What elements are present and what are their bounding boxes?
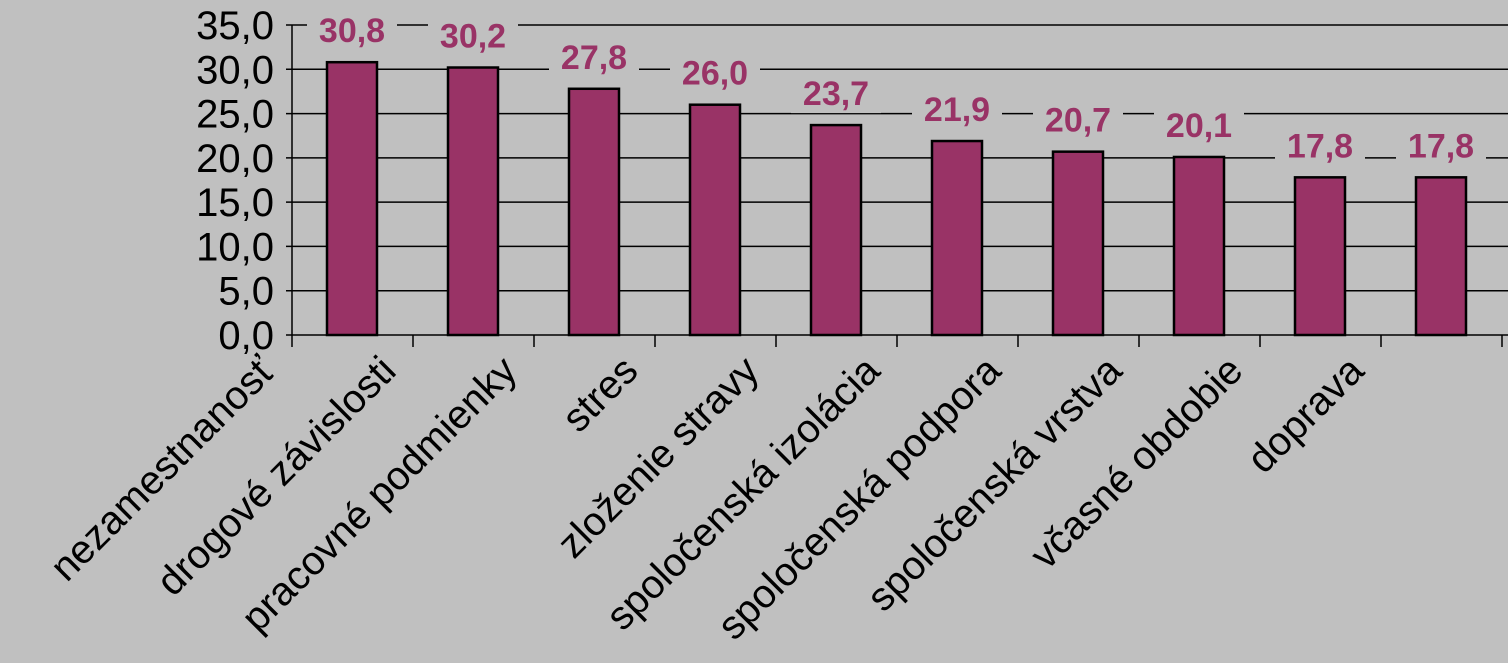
data-labels: 30,8 30,2 27,8 26,0 23,7 21,9 20,7 20,1 17,8 17,8 [307,12,1486,166]
bar [446,66,500,337]
x-tick-label: nezamestnanosť [42,348,284,590]
data-label: 17,8 [1408,127,1474,165]
x-tick-label: stres [554,348,646,440]
data-label: 30,2 [440,18,506,56]
y-tick-label: 25,0 [196,93,274,137]
y-tick-label: 5,0 [218,270,274,314]
data-label: 20,1 [1166,107,1232,145]
data-label-background [1396,127,1486,166]
data-label: 27,8 [561,39,627,77]
y-tick-label: 30,0 [196,48,274,92]
bar [930,139,984,337]
data-label: 30,8 [319,12,385,50]
bars [325,60,1468,337]
y-tick-label: 10,0 [196,225,274,269]
bar [1051,150,1105,337]
data-label-background [670,54,760,93]
data-label: 26,0 [682,55,748,93]
data-label-background [428,17,518,56]
data-label: 21,9 [924,91,990,129]
x-tick-label: včasné obdobie [1022,348,1251,577]
y-tick-label: 20,0 [196,137,274,181]
bar [1172,155,1226,337]
axes [291,25,1503,347]
x-tick-label: doprava [1239,348,1373,482]
bar [567,87,621,337]
data-label-background [791,75,881,114]
bar [1293,176,1347,337]
y-tick-label: 0,0 [218,314,274,358]
data-label-background [549,38,639,77]
data-label-background [307,12,397,51]
data-label-background [1033,101,1123,140]
bar [1414,176,1468,337]
data-label-background [1275,127,1365,166]
y-tick-label: 35,0 [196,4,274,48]
data-label: 20,7 [1045,102,1111,140]
data-label-background [912,91,1002,130]
bar [809,123,863,337]
data-label: 23,7 [803,75,869,113]
y-tick-label: 15,0 [196,181,274,225]
data-label: 17,8 [1287,127,1353,165]
bar [688,103,742,337]
bar [325,60,379,337]
data-label-background [1154,106,1244,145]
y-tick-labels: 0,05,010,015,020,025,030,035,0 [196,4,274,358]
